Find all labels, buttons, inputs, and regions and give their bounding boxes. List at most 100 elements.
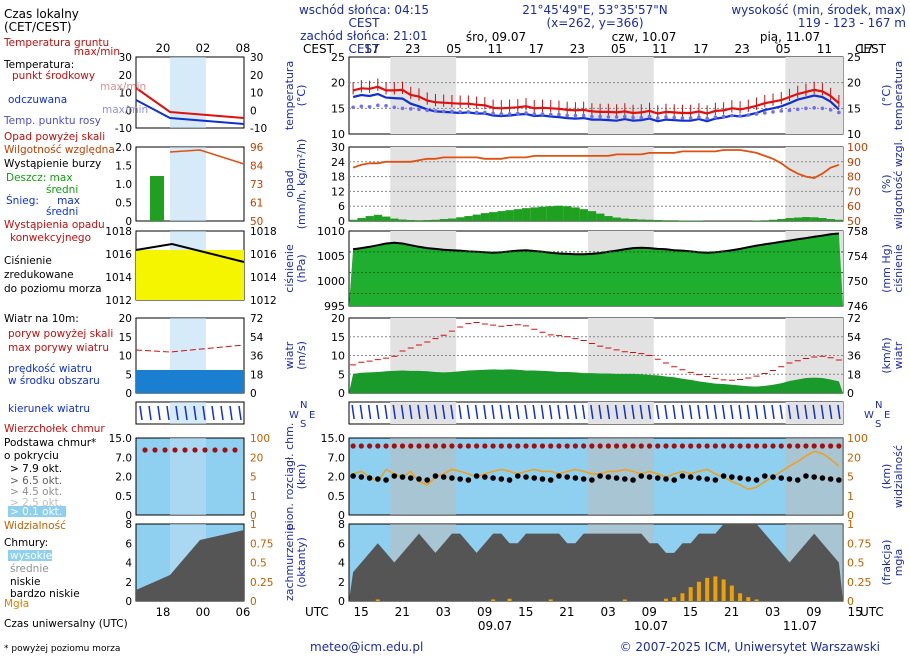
legend-rh-tick: 73 — [250, 179, 263, 191]
wind-direction-arrow — [417, 404, 421, 420]
dew-point-marker — [499, 112, 504, 116]
utc-label-left: UTC — [305, 605, 329, 619]
legend-wind-arrow — [148, 405, 152, 421]
legend-precip-tick: 2.0 — [115, 142, 132, 154]
sunset-text: zachód słońca: 21:01 CEST — [300, 29, 428, 56]
utc-hour-tick: 21 — [395, 605, 410, 619]
legend-pressure-tick-r: 1018 — [250, 226, 277, 238]
utc-date-label: 10.07 — [634, 619, 668, 633]
wind-kmh-tick: 18 — [847, 368, 861, 381]
local-hour-tick: 17 — [529, 42, 544, 56]
night-band-precip — [587, 147, 654, 221]
fog-bar — [729, 585, 734, 601]
utc-date-label: 09.07 — [478, 619, 512, 633]
legend-cloud-tick: 7.0 — [115, 452, 132, 464]
dew-point-marker — [548, 112, 553, 117]
fog-tick: 1 — [847, 518, 854, 531]
dew-point-marker — [466, 110, 471, 114]
fog-bar — [754, 599, 759, 601]
legend-gust-above: poryw powyżej skali — [8, 328, 113, 340]
wind-tick: 15 — [331, 331, 345, 344]
wind-kmh-tick: 72 — [847, 312, 861, 325]
dew-point-marker — [631, 115, 635, 120]
fog-unit: (frakcja) — [880, 540, 893, 586]
precip-bar — [398, 219, 407, 221]
fog-bar — [548, 599, 553, 601]
wind-direction-arrow — [631, 404, 635, 420]
legend-utc-hour: 18 — [156, 605, 171, 619]
legend-o79: > 7.9 okt. — [10, 463, 62, 475]
local-hour-tick: 23 — [570, 42, 585, 56]
fog-bar — [672, 597, 677, 601]
legend-vis-tick: 20 — [250, 452, 263, 464]
legend-pressure-tick-r: 1014 — [250, 272, 277, 284]
legend-cover-vlow: bardzo niskie — [10, 588, 80, 600]
wind-tick: 10 — [331, 350, 345, 363]
fog-bar — [705, 577, 710, 601]
temp-axis-unit: (°C) — [295, 85, 308, 107]
cloud-base-marker — [424, 477, 431, 483]
precip-bar — [801, 217, 811, 221]
local-hour-tick: 17 — [693, 42, 708, 56]
utc-date-label: 11.07 — [783, 619, 817, 633]
legend-cover-mid: średnie — [10, 563, 49, 575]
wind-direction-arrow — [573, 404, 578, 420]
cloud-top-marker — [383, 443, 389, 449]
cover-tick: 4 — [338, 557, 345, 570]
cloud-base-marker — [589, 477, 595, 483]
dew-point-marker — [376, 103, 380, 108]
dew-point-marker — [606, 115, 611, 119]
precip-bar — [637, 219, 646, 221]
wind-kmh-tick: 36 — [847, 350, 861, 363]
legend-cloud-top-marker — [142, 447, 148, 453]
cloud-top-marker — [498, 443, 504, 449]
precip-axis-title: opad — [283, 170, 296, 197]
day-label: czw, 10.07 — [612, 30, 677, 44]
utc-hour-tick: 09 — [477, 605, 492, 619]
wind-direction-arrow — [516, 404, 520, 420]
wind-direction-arrow — [804, 404, 808, 420]
pressure-tick: 1010 — [317, 225, 345, 238]
cloud-base-marker — [482, 474, 488, 480]
legend-cover-tick: 0 — [125, 596, 132, 608]
cloud-base-marker — [539, 476, 546, 482]
precip-bar — [530, 207, 539, 221]
temp-r-tick: 10 — [847, 128, 861, 141]
precip-bar — [489, 212, 498, 221]
contact-email[interactable]: meteo@icm.edu.pl — [310, 640, 424, 654]
wind-direction-arrow — [837, 404, 841, 420]
precip-tick: 12 — [331, 185, 345, 198]
cloud-top-marker — [523, 443, 529, 449]
cloud-base-marker — [803, 473, 809, 479]
cloud-top-marker — [729, 443, 735, 449]
legend-precip-tick: 0.5 — [115, 198, 132, 210]
cloud-top-marker — [416, 443, 422, 449]
wind-direction-arrow — [639, 404, 644, 420]
legend-cloud-top-marker — [202, 447, 208, 453]
cloud-base-marker — [720, 473, 727, 479]
fog-bar — [746, 597, 751, 601]
legend-temp-tick: 10 — [119, 88, 132, 100]
elevation-label: wysokość (min, środek, max) — [731, 3, 906, 17]
cloud-top-marker — [622, 443, 628, 449]
legend-fog-tick: 0.25 — [250, 577, 273, 589]
wind-direction-arrow — [614, 404, 619, 420]
cloud-tick: 0.5 — [328, 490, 346, 503]
cloud-top-marker — [613, 443, 620, 449]
humidity-tick: 60 — [847, 200, 861, 213]
utc-hour-tick: 15 — [683, 605, 698, 619]
cover-tick: 6 — [338, 537, 345, 550]
cloud-base-marker — [366, 475, 373, 481]
cloud-base-marker — [547, 477, 554, 483]
legend-wind-arrow — [211, 405, 215, 421]
wind-direction-arrow — [376, 404, 380, 420]
cloud-base-marker — [654, 475, 661, 481]
wind-direction-arrow — [771, 404, 775, 420]
dew-point-marker — [812, 106, 816, 110]
wind-direction-arrow — [763, 404, 767, 420]
cloud-base-marker — [416, 476, 422, 482]
legend-rh-tick: 61 — [250, 198, 263, 210]
temp-tick: 10 — [331, 128, 345, 141]
cloud-top-marker — [786, 443, 793, 449]
cover-axis-title: zachmurzenie — [283, 524, 296, 601]
